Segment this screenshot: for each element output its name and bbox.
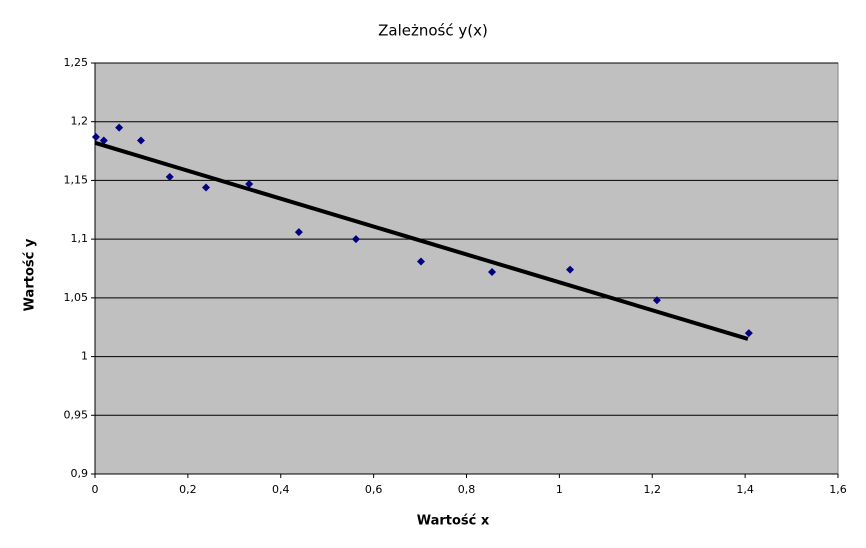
point [488,268,497,277]
x-tick-label: 1,6 [829,483,847,496]
point [652,296,661,305]
point [566,265,575,274]
y-tick-label: 1,25 [64,56,89,69]
point [351,235,360,244]
point [416,257,425,266]
chart-title: Zależność y(x) [378,22,488,40]
x-tick-label: 1 [556,483,563,496]
plot-area [94,62,839,475]
point [165,172,174,181]
x-tick-label: 1,2 [644,483,662,496]
y-tick-label: 1,15 [64,173,89,186]
trendline [94,140,749,341]
x-tick-label: 0,6 [365,483,383,496]
point [744,329,753,338]
y-tick-label: 1,2 [71,115,89,128]
x-tick-label: 0 [92,483,99,496]
y-axis-label: Wartość y [23,238,38,311]
x-tick-label: 0,4 [272,483,290,496]
point [99,136,108,145]
point [115,123,124,132]
point [201,183,210,192]
point [245,179,254,188]
y-tick-label: 1 [81,350,88,363]
point [294,228,303,237]
x-tick-label: 0,2 [179,483,197,496]
y-tick-label: 0,95 [64,408,89,421]
x-axis-label: Wartość x [417,514,490,529]
y-tick-label: 1,05 [64,291,89,304]
x-tick-label: 0,8 [458,483,476,496]
point [136,136,145,145]
y-tick-label: 1,1 [71,232,89,245]
y-tick-label: 0,9 [71,467,89,480]
point [91,132,100,141]
x-tick-label: 1,4 [736,483,754,496]
